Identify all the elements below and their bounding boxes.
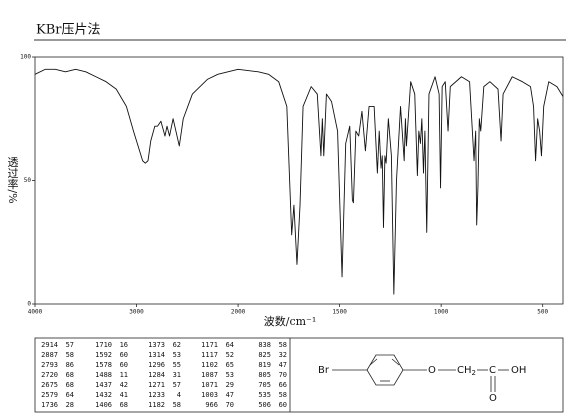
peak-wavenumber: 1592 — [95, 351, 112, 359]
peak-wavenumber: 535 — [258, 391, 271, 399]
peak-wavenumber: 1432 — [95, 391, 112, 399]
table-frame — [34, 337, 564, 413]
peak-wavenumber: 1406 — [95, 401, 112, 409]
peak-wavenumber: 1578 — [95, 361, 112, 369]
peak-transmittance: 60 — [120, 351, 128, 359]
peak-wavenumber: 2914 — [41, 341, 58, 349]
peak-wavenumber: 825 — [258, 351, 271, 359]
atom: O — [428, 365, 436, 376]
peak-wavenumber: 819 — [258, 361, 271, 369]
spectrum-line — [34, 68, 564, 295]
peak-wavenumber: 705 — [258, 381, 271, 389]
benzene-ring — [366, 354, 404, 386]
bond — [369, 358, 378, 366]
atom: OH — [511, 365, 526, 376]
peak-wavenumber: 1071 — [201, 381, 218, 389]
peak-transmittance: 29 — [226, 381, 234, 389]
peak-wavenumber: 1710 — [95, 341, 112, 349]
peak-wavenumber: 1437 — [95, 381, 112, 389]
peak-transmittance: 57 — [173, 381, 181, 389]
peak-transmittance: 68 — [120, 401, 128, 409]
peak-transmittance: 68 — [66, 381, 74, 389]
peak-transmittance: 86 — [66, 361, 74, 369]
peak-transmittance: 70 — [226, 401, 234, 409]
peak-wavenumber: 506 — [258, 401, 271, 409]
peak-transmittance: 11 — [120, 371, 128, 379]
y-tick-label: 100 — [20, 54, 31, 61]
peak-transmittance: 4 — [177, 391, 181, 399]
peak-transmittance: 62 — [173, 341, 181, 349]
peak-transmittance: 60 — [279, 401, 287, 409]
peak-transmittance: 42 — [120, 381, 128, 389]
x-tick-label: 1500 — [332, 309, 347, 316]
atom: C — [489, 365, 496, 376]
header: KBr压片法 — [36, 23, 100, 38]
peak-transmittance: 53 — [226, 371, 234, 379]
peak-transmittance: 64 — [66, 391, 74, 399]
peak-wavenumber: 1314 — [148, 351, 165, 359]
peak-wavenumber: 1488 — [95, 371, 112, 379]
atom: CH — [457, 365, 472, 376]
x-tick-label: 500 — [537, 309, 548, 316]
peak-wavenumber: 966 — [205, 401, 218, 409]
structure — [332, 354, 509, 392]
peak-wavenumber: 2579 — [41, 391, 58, 399]
atom: Br — [318, 365, 330, 376]
peak-transmittance: 68 — [66, 371, 74, 379]
peak-wavenumber: 2675 — [41, 381, 58, 389]
peak-transmittance: 47 — [226, 391, 234, 399]
peak-transmittance: 70 — [279, 371, 287, 379]
plot-frame — [34, 56, 564, 305]
peak-wavenumber: 1087 — [201, 371, 218, 379]
peak-transmittance: 58 — [66, 351, 74, 359]
x-axis-label: 波数/cm⁻¹ — [264, 315, 317, 328]
peak-wavenumber: 1182 — [148, 401, 165, 409]
peak-transmittance: 57 — [66, 341, 74, 349]
peak-wavenumber: 1117 — [201, 351, 218, 359]
peak-transmittance: 58 — [173, 401, 181, 409]
peak-transmittance: 52 — [226, 351, 234, 359]
peak-transmittance: 32 — [279, 351, 287, 359]
peak-wavenumber: 2793 — [41, 361, 58, 369]
peak-wavenumber: 2887 — [41, 351, 58, 359]
peak-wavenumber: 1736 — [41, 401, 58, 409]
peak-transmittance: 64 — [226, 341, 234, 349]
x-tick-label: 3000 — [129, 309, 144, 316]
y-tick-label: 0 — [27, 301, 31, 308]
atom: CH2 — [457, 365, 476, 377]
peak-wavenumber: 1003 — [201, 391, 218, 399]
peak-transmittance: 31 — [173, 371, 181, 379]
peak-wavenumber: 1373 — [148, 341, 165, 349]
peak-wavenumber: 805 — [258, 371, 271, 379]
x-tick-label: 1000 — [434, 309, 449, 316]
peak-transmittance: 47 — [279, 361, 287, 369]
peak-wavenumber: 1296 — [148, 361, 165, 369]
peak-wavenumber: 1171 — [201, 341, 218, 349]
peak-transmittance: 65 — [226, 361, 234, 369]
peak-wavenumber: 1233 — [148, 391, 165, 399]
peak-transmittance: 53 — [173, 351, 181, 359]
peak-transmittance: 58 — [279, 341, 287, 349]
peak-wavenumber: 1284 — [148, 371, 165, 379]
peak-wavenumber: 1102 — [201, 361, 218, 369]
peak-transmittance: 58 — [279, 391, 287, 399]
peak-transmittance: 66 — [279, 381, 287, 389]
y-axis-label: 透过率/% — [6, 156, 19, 203]
peak-transmittance: 16 — [120, 341, 128, 349]
peak-transmittance: 55 — [173, 361, 181, 369]
atom: O — [489, 393, 497, 404]
x-tick-label: 4000 — [28, 309, 43, 316]
peak-wavenumber: 2720 — [41, 371, 58, 379]
subscript: 2 — [472, 369, 476, 377]
peak-transmittance: 28 — [66, 401, 74, 409]
bond — [391, 358, 400, 366]
peak-wavenumber: 1271 — [148, 381, 165, 389]
x-tick-label: 2000 — [231, 309, 246, 316]
peak-wavenumber: 838 — [258, 341, 271, 349]
peak-transmittance: 60 — [120, 361, 128, 369]
y-tick-label: 50 — [24, 177, 32, 184]
peak-transmittance: 41 — [120, 391, 128, 399]
